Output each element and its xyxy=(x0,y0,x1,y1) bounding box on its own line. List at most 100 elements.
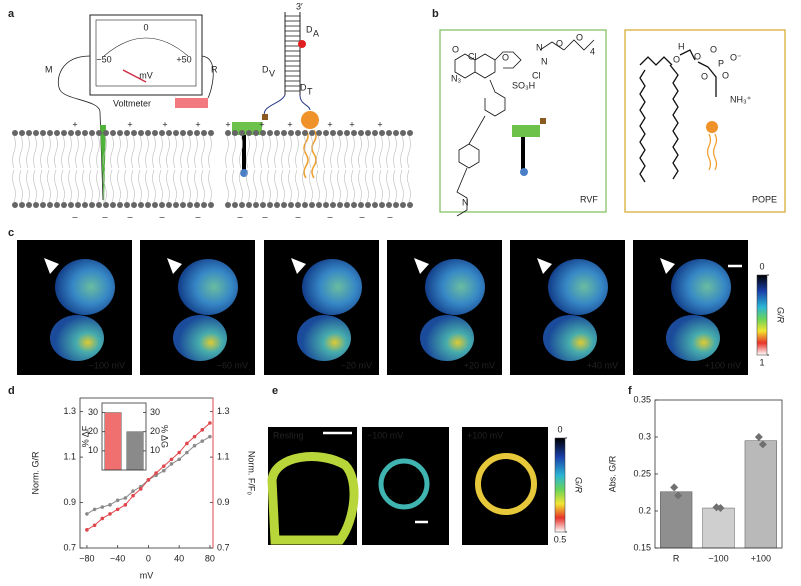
panel-label: b xyxy=(432,8,439,20)
lipid-tail xyxy=(225,169,229,203)
lipid-head xyxy=(61,130,67,136)
data-point xyxy=(85,528,89,532)
lipid-head xyxy=(96,130,102,136)
lipid-head xyxy=(302,130,308,136)
lipid-tail xyxy=(166,169,170,203)
vesicle xyxy=(475,453,537,515)
lipid-tail xyxy=(246,135,250,169)
lipid-head xyxy=(239,202,245,208)
arrowhead xyxy=(537,258,552,274)
lipid-tail xyxy=(19,135,23,169)
dial-tick: +50 xyxy=(176,54,191,64)
cell xyxy=(420,315,474,361)
lipid-tail xyxy=(40,135,44,169)
lipid-head xyxy=(19,202,25,208)
lipid-tail xyxy=(145,169,149,203)
lipid-tail xyxy=(309,135,313,169)
data-point xyxy=(185,450,189,455)
lipid-tail xyxy=(201,135,205,169)
lipid-head xyxy=(393,130,399,136)
voltage-label: −100 mV xyxy=(89,360,125,370)
lipid-head xyxy=(309,130,315,136)
lipid-tail xyxy=(351,135,355,169)
lipid-tail xyxy=(407,169,411,203)
lipid-head xyxy=(187,202,193,208)
x-tick-label: −100 xyxy=(708,553,728,563)
lipid-head xyxy=(117,130,123,136)
charge-plus: + xyxy=(287,119,292,129)
lipid-tail xyxy=(19,169,23,203)
lipid-head xyxy=(103,202,109,208)
data-point xyxy=(123,503,128,507)
needle xyxy=(122,69,147,83)
cell xyxy=(50,315,104,361)
lipid-tail xyxy=(96,135,100,169)
lipid-head xyxy=(372,202,378,208)
lipid-tail xyxy=(323,169,327,203)
y-tick-label: 0.7 xyxy=(63,542,76,552)
lipid-tail xyxy=(61,169,65,203)
atom-label: O xyxy=(556,38,563,48)
lipid-head xyxy=(330,202,336,208)
data-point xyxy=(200,428,205,432)
lipid-head xyxy=(173,130,179,136)
dial-tick: 0 xyxy=(143,22,148,32)
x-tick-label: R xyxy=(673,553,680,563)
lipid-head xyxy=(180,130,186,136)
panel-b xyxy=(439,29,786,217)
data-point xyxy=(192,443,197,448)
lipid-tail xyxy=(89,169,93,203)
voltmeter-label: Voltmeter xyxy=(113,98,151,108)
dial-arc xyxy=(103,37,189,57)
charge-plus: + xyxy=(225,119,230,129)
lipid-tail xyxy=(75,135,79,169)
lipid-head xyxy=(232,202,238,208)
dna-strands xyxy=(284,12,301,95)
lipid-tail xyxy=(400,169,404,203)
data-point xyxy=(670,483,679,492)
lipid-head xyxy=(232,130,238,136)
lipid-head xyxy=(274,202,280,208)
lipid-head xyxy=(253,202,259,208)
atom-label: Cl xyxy=(468,51,477,61)
rvf-icon-head xyxy=(512,125,540,137)
lipid-head xyxy=(117,202,123,208)
cell xyxy=(178,259,238,315)
lipid-tail xyxy=(316,135,320,169)
arrowhead xyxy=(414,258,429,274)
y2-axis-label: % ΔG xyxy=(160,425,170,448)
charge-minus: – xyxy=(102,211,107,221)
electrode-label: M xyxy=(45,64,53,74)
lipid-tail xyxy=(89,135,93,169)
lipid-tail xyxy=(12,169,16,203)
lipid-head xyxy=(40,202,46,208)
lipid-head xyxy=(323,130,329,136)
lipid-head xyxy=(82,202,88,208)
lipid-tail xyxy=(159,169,163,203)
x-tick-label: −80 xyxy=(79,553,94,563)
lipid-tail xyxy=(372,169,376,203)
lipid-head xyxy=(351,202,357,208)
colorbar-tick-label: 0.5 xyxy=(554,534,567,544)
lipid-head xyxy=(82,130,88,136)
charge-plus: + xyxy=(377,119,382,129)
bar xyxy=(702,507,735,549)
lipid-head xyxy=(110,202,116,208)
lipid-tail xyxy=(260,135,264,169)
data-point xyxy=(154,471,158,475)
dna-label-sub: A xyxy=(313,28,319,38)
lipid-tail xyxy=(54,135,58,169)
bar xyxy=(744,440,777,549)
lipid-head xyxy=(288,130,294,136)
lipid-tail xyxy=(194,169,198,203)
lipid-head xyxy=(295,130,301,136)
lipid-head xyxy=(131,130,137,136)
data-point xyxy=(85,512,89,516)
lipid-head xyxy=(89,202,95,208)
condition-label: −100 mV xyxy=(367,430,403,440)
lipid-tail xyxy=(274,169,278,203)
lipid-head xyxy=(253,130,259,136)
charge-minus: – xyxy=(262,211,267,221)
data-point xyxy=(131,489,135,493)
